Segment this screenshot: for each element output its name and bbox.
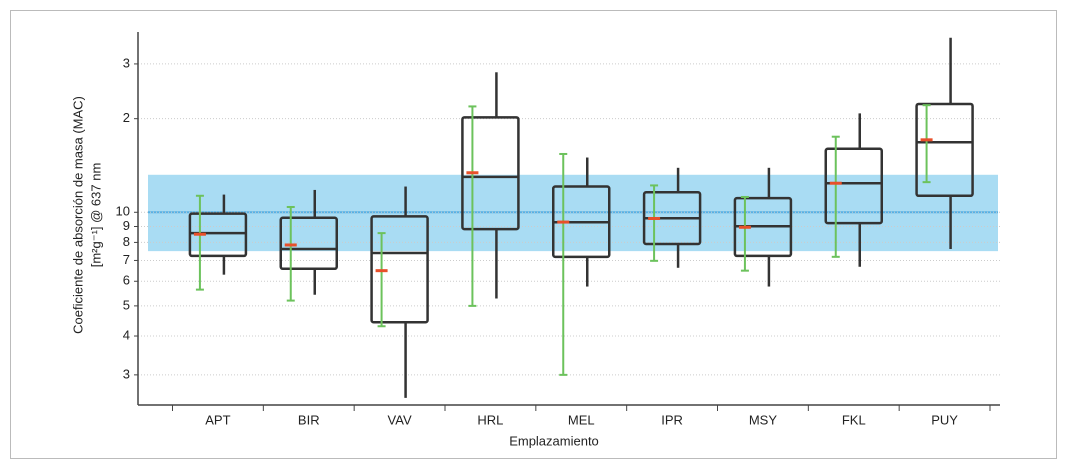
x-tick-label: PUY — [931, 412, 958, 427]
y-tick-label: 9 — [123, 218, 130, 233]
x-tick-label: HRL — [477, 412, 503, 427]
x-tick-label: MEL — [568, 412, 595, 427]
x-tick-label: VAV — [388, 412, 412, 427]
box — [188, 212, 248, 258]
y-tick-label: 5 — [123, 297, 130, 312]
y-tick-label: 8 — [123, 234, 130, 249]
y-tick-label: 10 — [116, 204, 130, 219]
y-tick-label: 4 — [123, 327, 130, 342]
box — [461, 116, 520, 231]
mean-marker — [829, 181, 842, 185]
mean-marker — [920, 138, 933, 142]
mean-marker — [193, 232, 206, 236]
mean-marker — [648, 216, 661, 220]
y-tick-label: 3 — [123, 55, 130, 70]
mean-marker — [738, 225, 751, 229]
x-tick-label: IPR — [661, 412, 683, 427]
x-tick-label: APT — [205, 412, 230, 427]
mean-marker — [557, 220, 570, 224]
y-axis-title-line: Coeficiente de absorción de masa (MAC) — [70, 96, 85, 334]
x-tick-label: MSY — [749, 412, 778, 427]
y-tick-label: 7 — [123, 252, 130, 267]
y-tick-label: 6 — [123, 273, 130, 288]
mean-marker — [284, 243, 297, 247]
x-tick-label: FKL — [842, 412, 866, 427]
mean-marker — [466, 171, 479, 175]
box — [279, 216, 338, 271]
y-axis-title: Coeficiente de absorción de masa (MAC) [… — [70, 96, 103, 334]
box — [370, 215, 429, 324]
box — [824, 147, 883, 225]
frame — [10, 10, 1057, 459]
x-axis-title: Emplazamiento — [509, 433, 599, 448]
y-tick-label: 3 — [123, 366, 130, 381]
y-tick-label: 2 — [123, 110, 130, 125]
mean-marker — [375, 269, 388, 273]
y-axis-title-line: [m²g⁻¹] @ 637 nm — [88, 163, 103, 268]
box — [915, 102, 974, 198]
x-tick-label: BIR — [298, 412, 320, 427]
